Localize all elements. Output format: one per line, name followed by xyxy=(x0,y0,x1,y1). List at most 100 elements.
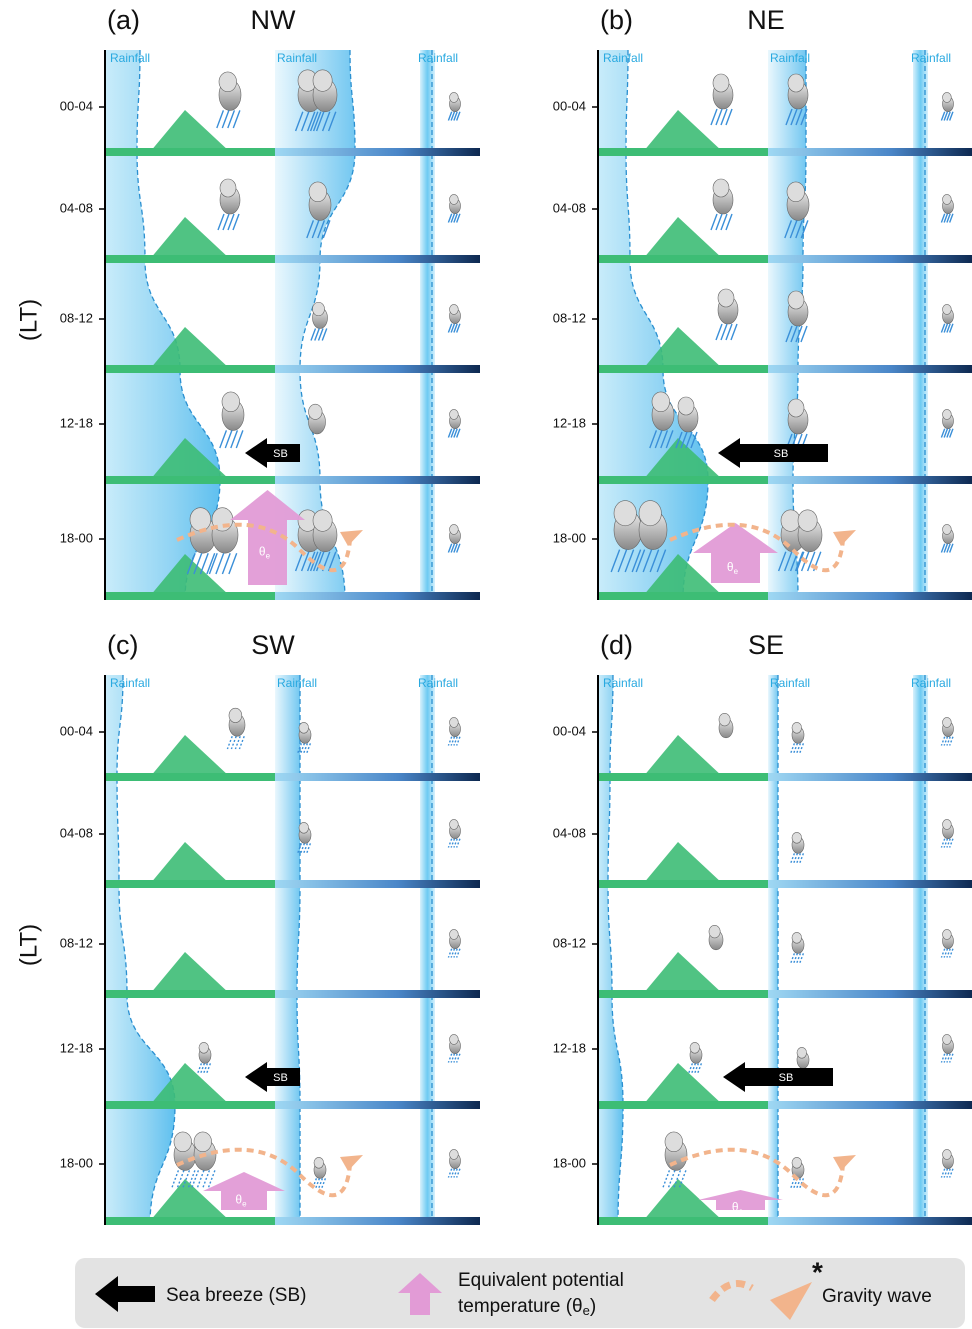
cloud xyxy=(943,929,952,939)
sea xyxy=(275,1217,480,1225)
mountain xyxy=(643,110,723,152)
rain-streak xyxy=(721,214,727,230)
sea-breeze-label: SB xyxy=(273,448,288,460)
rain-streak xyxy=(222,553,230,574)
cloud xyxy=(313,510,332,532)
land xyxy=(105,990,275,998)
legend-label: temperature (θe) xyxy=(458,1296,596,1318)
time-label: 18-00 xyxy=(553,1155,586,1170)
land xyxy=(105,476,275,484)
time-label: 04-08 xyxy=(60,200,93,215)
legend-label-part: temperature (θ xyxy=(458,1296,583,1317)
sea xyxy=(275,255,480,263)
sea xyxy=(275,880,480,888)
cloud xyxy=(450,409,459,419)
time-label: 00-04 xyxy=(60,723,93,738)
panel: 00-0404-0808-1212-1818-00(b)NERainfallRa… xyxy=(553,5,972,600)
rain-streak xyxy=(222,110,229,128)
sea-breeze-label: SB xyxy=(273,1072,288,1084)
sea xyxy=(275,365,480,373)
legend-asterisk: * xyxy=(812,1256,823,1287)
mountain xyxy=(643,842,723,884)
time-label: 00-04 xyxy=(553,723,586,738)
rain-streak xyxy=(216,553,224,574)
panel-title: NW xyxy=(251,5,296,35)
cloud xyxy=(792,932,802,943)
rain-streak xyxy=(716,109,722,125)
cloud xyxy=(788,74,804,92)
cloud xyxy=(450,92,459,102)
legend-label-part: ) xyxy=(590,1296,596,1317)
sea-breeze-label: SB xyxy=(779,1072,794,1084)
cloud xyxy=(450,717,459,727)
cloud xyxy=(943,717,952,727)
rain-streak xyxy=(231,430,238,448)
mountain xyxy=(150,952,230,994)
rain-streak xyxy=(217,110,224,128)
sea xyxy=(768,148,972,156)
theta-subscript: e xyxy=(739,1207,744,1216)
rainfall-label: Rainfall xyxy=(418,51,458,65)
land xyxy=(598,773,768,781)
cloud xyxy=(229,708,242,722)
mountain xyxy=(150,217,230,259)
diagram: Sea breeze (SB) Equivalent potential tem… xyxy=(0,0,972,1329)
cloud xyxy=(709,925,720,938)
land xyxy=(598,1217,768,1225)
land xyxy=(598,148,768,156)
cloud xyxy=(943,409,952,419)
cloud xyxy=(313,302,325,316)
time-label: 08-12 xyxy=(60,310,93,325)
cloud xyxy=(943,194,952,204)
cloud xyxy=(309,404,323,419)
rainfall-label: Rainfall xyxy=(911,51,951,65)
rainfall-band xyxy=(768,675,778,1225)
sea xyxy=(768,990,972,998)
time-label: 12-18 xyxy=(553,1040,586,1055)
cloud xyxy=(788,399,804,417)
land xyxy=(105,592,275,600)
mountain xyxy=(150,735,230,777)
cloud xyxy=(943,92,952,102)
cloud xyxy=(943,524,952,534)
mountain xyxy=(643,735,723,777)
rainfall-band xyxy=(105,675,175,1225)
rainfall-label: Rainfall xyxy=(911,676,951,690)
rain-streak xyxy=(203,1170,210,1188)
rain-streak xyxy=(721,109,727,125)
time-label: 18-00 xyxy=(553,530,586,545)
cloud xyxy=(787,182,805,202)
rainfall-label: Rainfall xyxy=(277,676,317,690)
theta-subscript: e xyxy=(734,567,739,576)
rain-streak xyxy=(236,430,243,448)
gravity-wave xyxy=(670,1150,843,1196)
time-label: 12-18 xyxy=(60,415,93,430)
rainfall-label: Rainfall xyxy=(603,676,643,690)
land xyxy=(598,990,768,998)
land xyxy=(598,880,768,888)
legend-label: Equivalent potential xyxy=(458,1270,624,1291)
cloud xyxy=(652,392,670,412)
panel-title: NE xyxy=(747,5,785,35)
cloud xyxy=(222,392,240,412)
legend-subscript: e xyxy=(583,1303,590,1318)
rainfall-label: Rainfall xyxy=(603,51,643,65)
sea xyxy=(275,1101,480,1109)
cloud xyxy=(797,1047,807,1058)
cloud xyxy=(450,819,459,829)
sea xyxy=(275,476,480,484)
cloud xyxy=(450,1149,459,1159)
time-label: 18-00 xyxy=(60,530,93,545)
sea xyxy=(768,1101,972,1109)
cloud xyxy=(450,524,459,534)
land xyxy=(598,592,768,600)
rain-streak xyxy=(200,553,208,574)
rain-streak xyxy=(233,214,239,230)
rainfall-label: Rainfall xyxy=(277,51,317,65)
cloud xyxy=(690,1042,700,1053)
cloud xyxy=(190,508,211,531)
cloud xyxy=(713,74,729,92)
time-label: 00-04 xyxy=(553,98,586,113)
cloud xyxy=(718,289,734,307)
